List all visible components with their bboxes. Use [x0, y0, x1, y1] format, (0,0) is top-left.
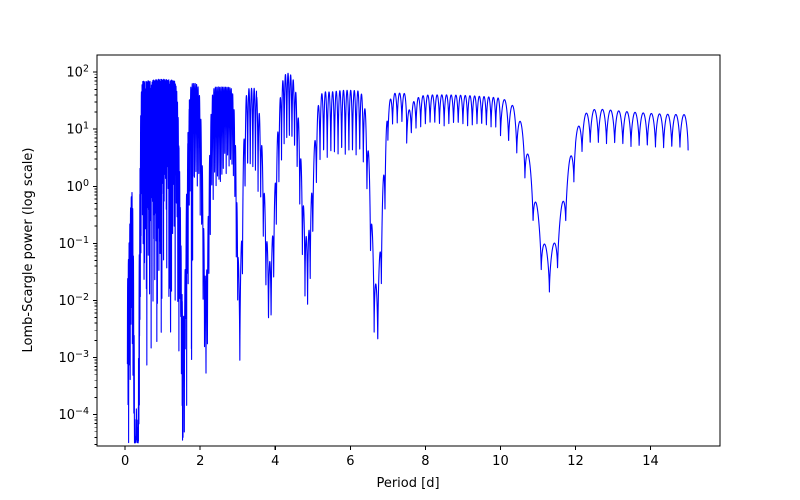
lomb-scargle-power-line [126, 72, 689, 444]
y-axis-ticks: 102 101 100 10−1 10−2 10−3 10−4 [58, 64, 97, 445]
y-axis-label: Lomb-Scargle power (log scale) [21, 148, 36, 353]
x-tick-label: 6 [346, 454, 354, 469]
y-tick-label: 10−3 [58, 349, 89, 366]
y-tick-label: 102 [66, 64, 89, 81]
data-series-group [126, 72, 689, 444]
y-tick-label: 101 [66, 121, 89, 138]
y-tick-label: 10−2 [58, 292, 89, 309]
x-tick-label: 10 [492, 454, 509, 469]
y-tick-label: 100 [66, 178, 89, 195]
x-tick-label: 0 [121, 454, 129, 469]
x-tick-label: 12 [567, 454, 584, 469]
x-tick-label: 2 [196, 454, 204, 469]
x-tick-label: 14 [642, 454, 659, 469]
y-tick-label: 10−1 [58, 235, 89, 252]
x-axis-label: Period [d] [376, 476, 439, 491]
x-tick-label: 4 [271, 454, 279, 469]
x-tick-label: 8 [421, 454, 429, 469]
axes-spines [96, 54, 721, 447]
axes-frame [96, 54, 721, 447]
y-tick-label: 10−4 [58, 406, 89, 423]
x-axis-ticks: 0 2 4 6 8 10 12 14 [121, 446, 659, 469]
